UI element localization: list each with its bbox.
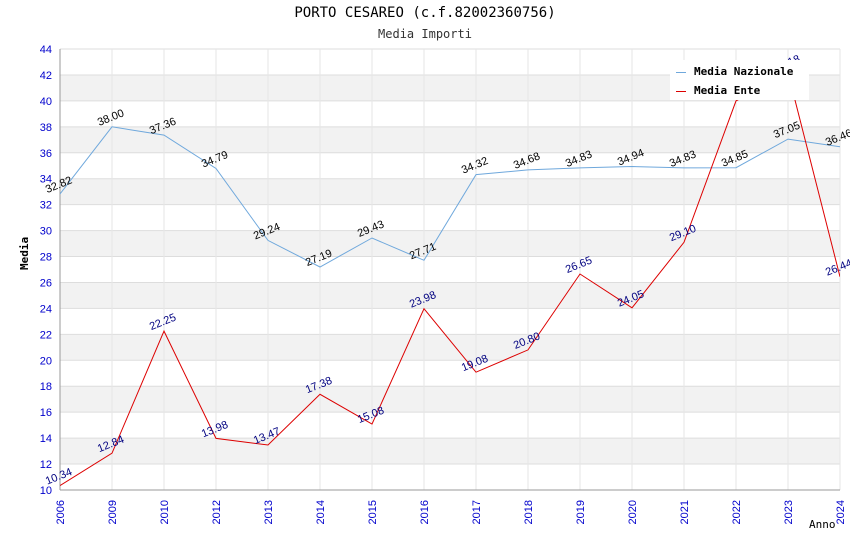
data-label: 26.44 (824, 257, 850, 278)
x-tick-label: 2020 (627, 500, 639, 524)
grid-band (60, 386, 840, 413)
grid-band (60, 230, 840, 257)
x-tick-label: 2024 (835, 500, 847, 524)
legend-label: Media Nazionale (694, 65, 794, 78)
y-tick-label: 12 (40, 459, 52, 471)
y-tick-label: 28 (40, 252, 52, 264)
grid-band (60, 178, 840, 205)
x-tick-label: 2022 (731, 500, 743, 524)
y-tick-label: 24 (40, 303, 52, 315)
x-tick-label: 2006 (55, 500, 67, 524)
x-tick-label: 2015 (367, 500, 379, 524)
y-tick-label: 32 (40, 200, 52, 212)
data-label: 26.65 (564, 255, 594, 276)
y-tick-label: 14 (40, 433, 52, 445)
series-line-1 (60, 71, 840, 487)
legend-label: Media Ente (694, 84, 761, 97)
x-tick-label: 2014 (315, 500, 327, 524)
y-tick-label: 34 (40, 174, 52, 186)
y-tick-label: 36 (40, 148, 52, 160)
y-tick-label: 44 (40, 44, 52, 56)
legend-item-media-nazionale: Media Nazionale (676, 65, 793, 79)
y-tick-label: 10 (40, 485, 52, 497)
x-tick-label: 2010 (159, 500, 171, 524)
data-label: 22.25 (148, 312, 178, 333)
y-tick-label: 42 (40, 70, 52, 82)
data-label: 38.00 (96, 107, 126, 128)
x-tick-label: 2016 (419, 500, 431, 524)
x-tick-label: 2012 (211, 500, 223, 524)
legend: Media Nazionale Media Ente (670, 60, 809, 100)
y-tick-label: 18 (40, 381, 52, 393)
x-axis-label: Anno (809, 518, 836, 531)
x-tick-label: 2023 (783, 500, 795, 524)
chart-subtitle: Media Importi (378, 27, 472, 41)
y-tick-label: 20 (40, 355, 52, 367)
y-tick-label: 16 (40, 407, 52, 419)
chart-title: PORTO CESAREO (c.f.82002360756) (294, 5, 556, 21)
y-tick-label: 38 (40, 122, 52, 134)
y-tick-label: 30 (40, 226, 52, 238)
x-tick-label: 2019 (575, 500, 587, 524)
x-tick-label: 2013 (263, 500, 275, 524)
series-line-0 (60, 126, 840, 268)
y-tick-label: 26 (40, 277, 52, 289)
y-tick-label: 22 (40, 329, 52, 341)
grid-band (60, 438, 840, 465)
grid-band (60, 126, 840, 153)
data-label: 34.68 (512, 150, 542, 171)
grid-band (60, 334, 840, 361)
y-tick-label: 40 (40, 96, 52, 108)
legend-item-media-ente: Media Ente (676, 84, 760, 98)
legend-swatch (676, 71, 686, 73)
y-axis-label: Media (18, 236, 31, 270)
x-tick-label: 2021 (679, 500, 691, 524)
x-tick-label: 2009 (107, 500, 119, 524)
x-tick-label: 2018 (523, 500, 535, 524)
grid-band (60, 282, 840, 309)
x-tick-label: 2017 (471, 500, 483, 524)
legend-swatch (676, 90, 686, 92)
